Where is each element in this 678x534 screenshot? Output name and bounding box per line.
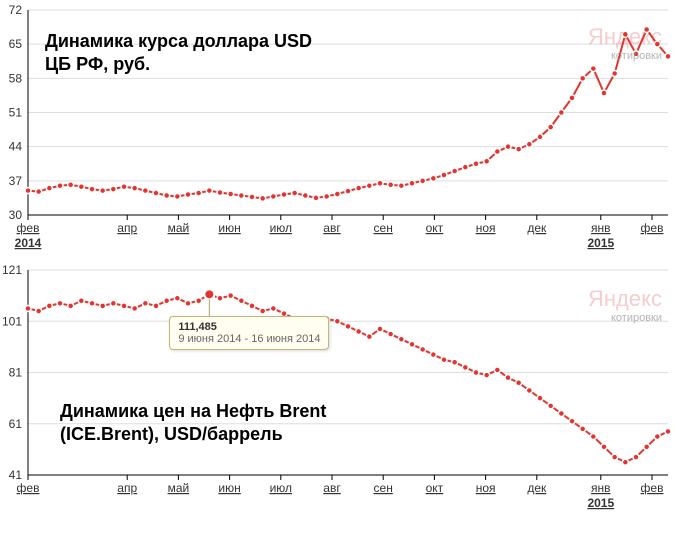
svg-text:июн: июн xyxy=(218,221,240,235)
svg-text:авг: авг xyxy=(323,481,341,495)
svg-text:51: 51 xyxy=(9,106,23,120)
svg-text:ноя: ноя xyxy=(476,221,496,235)
usd-rub-chart: 30 37 44 51 58 65 72 фев апр май июн июл авг сен окт но… xyxy=(0,0,678,255)
svg-text:янв: янв xyxy=(591,221,611,235)
tooltip-value: 111,485 xyxy=(178,321,320,333)
svg-text:2014: 2014 xyxy=(15,236,42,250)
svg-text:30: 30 xyxy=(9,208,23,222)
svg-text:81: 81 xyxy=(9,366,23,380)
svg-text:окт: окт xyxy=(426,221,444,235)
svg-text:41: 41 xyxy=(9,468,23,482)
svg-text:37: 37 xyxy=(9,174,23,188)
svg-text:май: май xyxy=(168,481,190,495)
brent-svg: 41 61 81 101 121 фев апр май июн июл авг сен окт ноя д… xyxy=(0,260,678,530)
svg-text:сен: сен xyxy=(374,221,393,235)
svg-text:дек: дек xyxy=(527,221,547,235)
svg-text:ноя: ноя xyxy=(476,481,496,495)
svg-text:сен: сен xyxy=(374,481,393,495)
svg-text:апр: апр xyxy=(117,481,137,495)
svg-text:авг: авг xyxy=(323,221,341,235)
svg-text:июл: июл xyxy=(270,481,292,495)
tooltip-range: 9 июня 2014 - 16 июня 2014 xyxy=(178,333,320,345)
svg-text:58: 58 xyxy=(9,71,23,85)
svg-text:2015: 2015 xyxy=(587,236,614,250)
svg-text:окт: окт xyxy=(426,481,444,495)
svg-text:72: 72 xyxy=(9,3,23,17)
svg-text:44: 44 xyxy=(9,140,23,154)
brent-chart: 41 61 81 101 121 фев апр май июн июл авг сен окт ноя д… xyxy=(0,260,678,530)
svg-text:61: 61 xyxy=(9,417,23,431)
svg-text:дек: дек xyxy=(527,481,547,495)
brent-tooltip: 111,485 9 июня 2014 - 16 июня 2014 xyxy=(169,316,329,350)
svg-text:121: 121 xyxy=(2,263,22,277)
svg-text:2015: 2015 xyxy=(587,496,614,510)
brent-title: Динамика цен на Нефть Brent (ICE.Brent),… xyxy=(60,400,326,445)
svg-text:июл: июл xyxy=(270,221,292,235)
svg-text:янв: янв xyxy=(591,481,611,495)
usd-rub-title: Динамика курса доллара USD ЦБ РФ, руб. xyxy=(45,30,312,75)
svg-text:фев: фев xyxy=(17,221,40,235)
svg-text:апр: апр xyxy=(117,221,137,235)
svg-text:июн: июн xyxy=(218,481,240,495)
svg-text:фев: фев xyxy=(641,221,664,235)
svg-text:май: май xyxy=(168,221,190,235)
svg-text:101: 101 xyxy=(2,314,22,328)
svg-text:фев: фев xyxy=(17,481,40,495)
svg-text:65: 65 xyxy=(9,37,23,51)
svg-text:фев: фев xyxy=(641,481,664,495)
